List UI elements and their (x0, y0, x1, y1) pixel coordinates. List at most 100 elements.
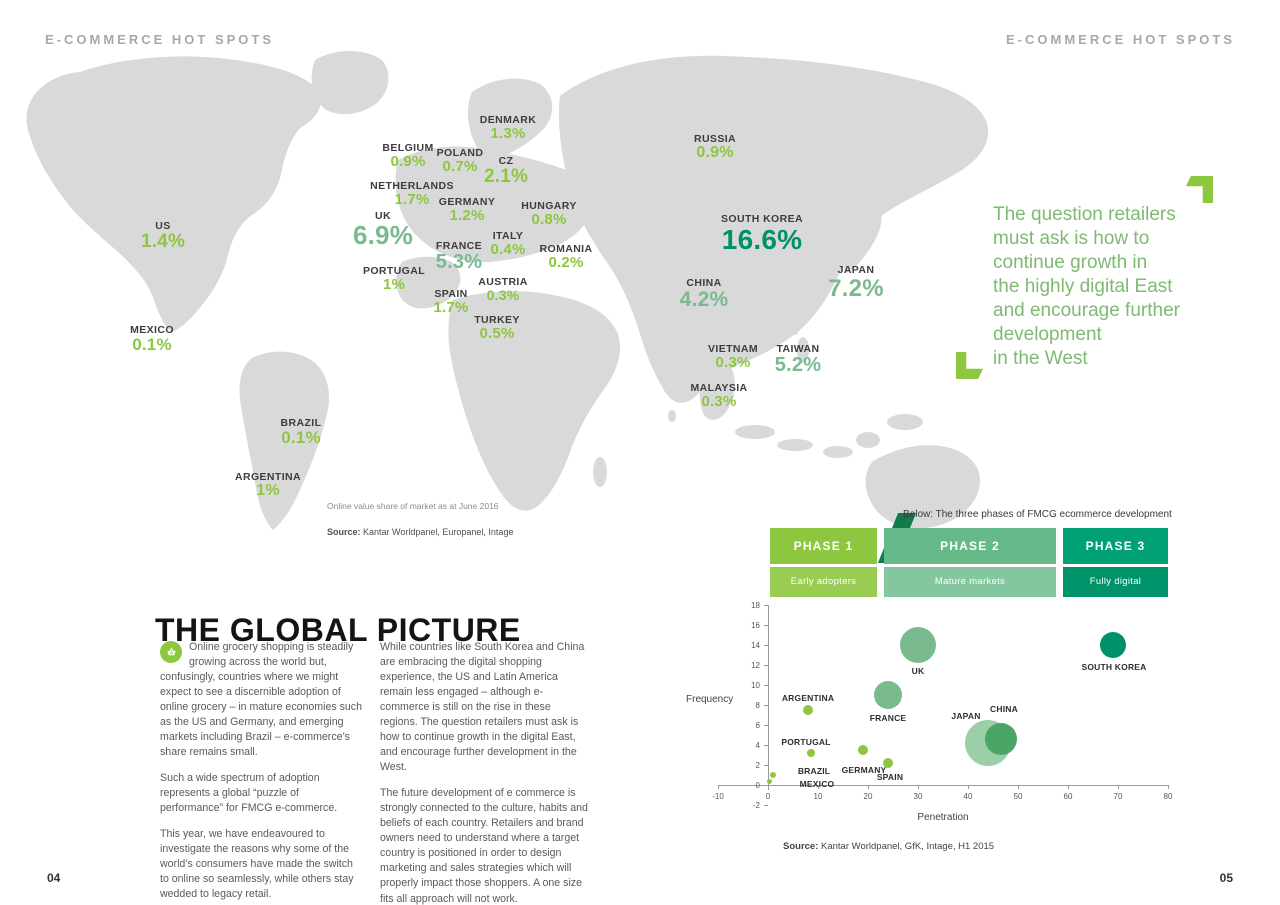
chart-source-label: Source: (783, 841, 819, 852)
phase-sublabel: Mature markets (884, 567, 1056, 597)
new-guinea (887, 414, 923, 430)
country-label-cz: CZ 2.1% (484, 155, 528, 187)
country-name: UK (375, 210, 391, 222)
x-tick-label: 20 (863, 792, 873, 801)
chart-source-text: Kantar Worldpanel, GfK, Intage, H1 2015 (818, 841, 995, 852)
bubble-argentina (803, 705, 813, 715)
y-axis-line (768, 605, 769, 790)
country-name: TURKEY (474, 314, 520, 326)
australia (865, 445, 980, 529)
country-value: 6.9% (352, 220, 414, 250)
phase-box-3: PHASE 3 Fully digital (1063, 528, 1168, 597)
phase-box-2: PHASE 2 Mature markets (884, 528, 1056, 597)
bubble-label-south-korea: SOUTH KOREA (1081, 662, 1147, 672)
country-value: 1.7% (433, 299, 469, 316)
map-source-text: Kantar Worldpanel, Europanel, Intage (360, 527, 514, 537)
phase-sublabel: Early adopters (770, 567, 877, 597)
country-label-hungary: HUNGARY 0.8% (521, 200, 577, 228)
y-tick-label: 4 (755, 741, 760, 750)
bubble-label-argentina: ARGENTINA (781, 693, 835, 703)
page-number-right: 05 (1219, 871, 1233, 885)
bubble-mexico (767, 778, 772, 784)
y-tick-label: 12 (751, 661, 760, 670)
y-tick-label: -2 (752, 801, 760, 810)
y-tick-label: 10 (751, 681, 760, 690)
country-label-japan: JAPAN 7.2% (828, 264, 884, 301)
country-value: 0.2% (548, 254, 584, 271)
iberia (396, 256, 461, 309)
country-name: MEXICO (130, 324, 174, 336)
bubble-label-portugal: PORTUGAL (781, 737, 831, 747)
sri-lanka (668, 410, 676, 422)
article-paragraph: The future development of e commerce is … (380, 787, 588, 905)
y-tick-mark (764, 785, 768, 786)
y-tick-label: 18 (751, 601, 760, 610)
y-tick-label: 0 (755, 781, 760, 790)
phase-label: PHASE 3 (1063, 528, 1168, 564)
philippines (797, 337, 809, 363)
country-name: PORTUGAL (362, 265, 426, 277)
indonesia-2 (777, 439, 813, 451)
country-value: 0.9% (390, 153, 426, 170)
country-name: GERMANY (438, 196, 496, 208)
country-label-brazil: BRAZIL 0.1% (281, 417, 322, 447)
phase-label: PHASE 2 (884, 528, 1056, 564)
bubble-brazil (770, 772, 776, 778)
country-name: US (155, 220, 171, 232)
country-label-mexico: MEXICO 0.1% (130, 324, 174, 354)
quote-line: must ask is how to (993, 227, 1150, 249)
country-value: 16.6% (721, 224, 803, 255)
x-tick-label: 80 (1163, 792, 1173, 801)
country-label-germany: GERMANY 1.2% (439, 196, 495, 224)
country-name: FRANCE (435, 240, 483, 252)
y-tick-label: 14 (751, 641, 760, 650)
y-tick-label: 6 (755, 721, 760, 730)
country-label-argentina: ARGENTINA 1% (235, 471, 301, 500)
country-name: JAPAN (837, 264, 875, 276)
y-tick-mark (764, 805, 768, 806)
country-value: 1.2% (449, 207, 485, 224)
bubble-label-mexico: MEXICO (799, 779, 835, 789)
country-value: 1% (256, 482, 280, 499)
x-tick-label: 30 (913, 792, 923, 801)
y-tick-label: 2 (755, 761, 760, 770)
scandinavia (467, 78, 553, 158)
phase-box-1: PHASE 1 Early adopters (770, 528, 877, 597)
bubble-china (984, 723, 1017, 755)
y-tick-mark (764, 625, 768, 626)
bubble-label-china: CHINA (990, 704, 1018, 714)
country-value: 0.4% (490, 241, 526, 258)
y-tick-mark (764, 745, 768, 746)
y-axis-title: Frequency (686, 694, 734, 705)
country-label-malaysia: MALAYSIA 0.3% (690, 382, 747, 410)
country-name: SPAIN (434, 288, 468, 300)
country-name: VIETNAM (707, 343, 759, 355)
bubble-uk (900, 627, 936, 663)
country-value: 0.5% (479, 325, 515, 342)
bubble-portugal (806, 749, 815, 757)
country-label-taiwan: TAIWAN 5.2% (775, 343, 821, 376)
x-tick-mark (1168, 785, 1169, 789)
y-tick-mark (764, 665, 768, 666)
article-column-1: Online grocery shopping is steadily grow… (160, 640, 363, 905)
country-label-denmark: DENMARK 1.3% (480, 114, 536, 142)
x-tick-label: 40 (963, 792, 973, 801)
country-label-turkey: TURKEY 0.5% (474, 314, 520, 342)
country-label-portugal: PORTUGAL 1% (363, 265, 425, 293)
madagascar (593, 457, 607, 487)
country-name: HUNGARY (521, 200, 577, 212)
country-value: 1.4% (140, 231, 186, 252)
x-tick-label: 60 (1063, 792, 1073, 801)
country-name: CHINA (686, 277, 722, 289)
article-paragraph: Online grocery shopping is steadily grow… (160, 641, 362, 759)
country-label-belgium: BELGIUM 0.9% (382, 142, 433, 170)
quote-line: the highly digital East (993, 275, 1173, 297)
y-tick-label: 16 (751, 621, 760, 630)
quote-line: continue growth in (993, 251, 1148, 273)
country-value: 1.3% (490, 125, 526, 142)
country-label-uk: UK 6.9% (353, 210, 413, 249)
pull-quote: The question retailers must ask is how to… (993, 203, 1208, 371)
quote-line: The question retailers (993, 204, 1176, 225)
